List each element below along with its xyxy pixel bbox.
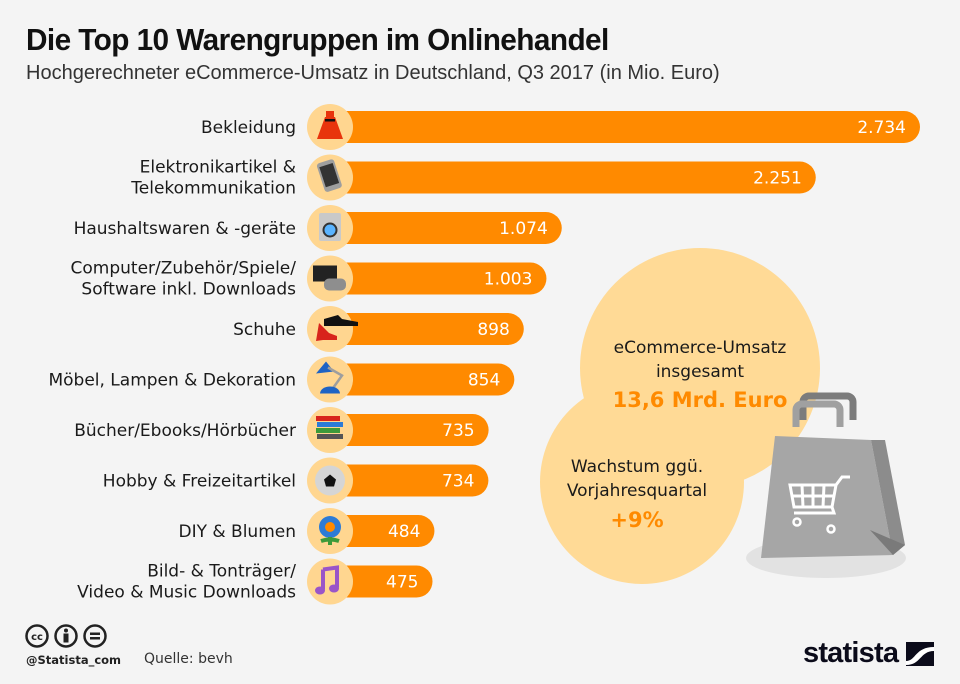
total-label-line-1: eCommerce-Umsatz bbox=[614, 338, 787, 358]
bar bbox=[330, 212, 562, 244]
bar-row: 854 Möbel, Lampen & Dekoration bbox=[48, 356, 515, 403]
computer-gamepad-icon bbox=[313, 265, 346, 291]
value-label: 484 bbox=[388, 522, 420, 542]
category-label: Hobby & Freizeitartikel bbox=[103, 472, 296, 492]
value-label: 2.251 bbox=[753, 169, 802, 189]
value-label: 1.003 bbox=[484, 270, 533, 290]
bar-row: 1.074 Haushaltswaren & -geräte bbox=[74, 205, 562, 251]
category-label: Bücher/Ebooks/Hörbücher bbox=[74, 421, 296, 441]
bar bbox=[330, 313, 524, 345]
bar-row: 484 DIY & Blumen bbox=[178, 508, 435, 554]
bars-layer: 2.734 Bekleidung 2.251 Elektronikartikel &T… bbox=[48, 104, 920, 605]
statista-logo-icon[interactable] bbox=[906, 642, 934, 666]
bar bbox=[330, 363, 515, 396]
bar-row: 734 Hobby & Freizeitartikel bbox=[103, 457, 489, 504]
cc-icon: cc bbox=[25, 624, 49, 648]
category-label: Telekommunikation bbox=[130, 179, 296, 199]
icon-circle bbox=[307, 558, 353, 605]
dress-icon bbox=[317, 111, 343, 139]
bar bbox=[330, 414, 489, 446]
bar bbox=[330, 515, 435, 547]
flower-icon bbox=[319, 516, 341, 545]
svg-text:cc: cc bbox=[31, 632, 43, 643]
music-note-icon bbox=[315, 565, 339, 595]
category-label: Haushaltswaren & -geräte bbox=[74, 219, 296, 239]
books-icon bbox=[316, 416, 343, 439]
license-icons: cc bbox=[25, 624, 107, 648]
washing-machine-icon bbox=[319, 213, 341, 241]
bar-row: 898 Schuhe bbox=[233, 306, 524, 352]
twitter-handle[interactable]: @Statista_com bbox=[26, 653, 122, 667]
category-label: Elektronikartikel & bbox=[140, 158, 296, 178]
shoes-icon bbox=[316, 315, 358, 341]
icon-circle bbox=[307, 356, 353, 403]
value-label: 735 bbox=[442, 421, 474, 441]
category-label: DIY & Blumen bbox=[178, 522, 296, 542]
callout-text: eCommerce-Umsatz insgesamt 13,6 Mrd. Eur… bbox=[567, 338, 788, 532]
category-label: Bekleidung bbox=[201, 118, 296, 138]
statista-logo-text[interactable]: statista bbox=[803, 637, 899, 669]
bar-row: 2.734 Bekleidung bbox=[201, 104, 920, 150]
chart-title: Die Top 10 Warengruppen im Onlinehandel bbox=[26, 22, 609, 57]
value-label: 475 bbox=[386, 573, 418, 593]
soccer-ball-icon bbox=[315, 465, 345, 496]
bar bbox=[330, 111, 920, 143]
bar bbox=[330, 262, 547, 295]
bar-row: 475 Bild- & Tonträger/Video & Music Downl… bbox=[77, 558, 433, 605]
category-label: Software inkl. Downloads bbox=[81, 280, 296, 300]
smartphone-icon bbox=[316, 159, 342, 192]
category-label: Bild- & Tonträger/ bbox=[147, 562, 296, 582]
nd-icon bbox=[83, 624, 107, 648]
category-label: Schuhe bbox=[233, 320, 296, 340]
growth-label-line-2: Vorjahresquartal bbox=[567, 481, 707, 501]
value-label: 898 bbox=[477, 320, 509, 340]
bar-row: 2.251 Elektronikartikel &Telekommunikatio… bbox=[130, 154, 816, 201]
value-label: 1.074 bbox=[499, 219, 548, 239]
value-label: 854 bbox=[468, 371, 500, 391]
growth-value: +9% bbox=[610, 508, 663, 532]
bar-row: 735 Bücher/Ebooks/Hörbücher bbox=[74, 407, 489, 453]
bar bbox=[330, 464, 489, 497]
total-value: 13,6 Mrd. Euro bbox=[613, 388, 788, 412]
desk-lamp-icon bbox=[316, 361, 344, 394]
chart-subtitle: Hochgerechneter eCommerce-Umsatz in Deut… bbox=[26, 62, 720, 84]
by-icon bbox=[54, 624, 78, 648]
value-label: 734 bbox=[442, 472, 474, 492]
icon-circle bbox=[307, 306, 353, 352]
category-label: Möbel, Lampen & Dekoration bbox=[48, 371, 296, 391]
growth-label-line-1: Wachstum ggü. bbox=[571, 457, 703, 477]
category-label: Video & Music Downloads bbox=[77, 583, 296, 603]
source-label: Quelle: bevh bbox=[144, 651, 233, 667]
growth-bubble bbox=[540, 380, 744, 584]
shopping-bag-cart-icon bbox=[746, 392, 906, 578]
value-label: 2.734 bbox=[857, 118, 906, 138]
bar bbox=[330, 161, 816, 194]
bar-row: 1.003 Computer/Zubehör/Spiele/Software in… bbox=[71, 255, 547, 302]
total-label-line-2: insgesamt bbox=[656, 362, 744, 382]
callout-group bbox=[540, 248, 820, 584]
bar bbox=[330, 565, 433, 598]
category-label: Computer/Zubehör/Spiele/ bbox=[71, 259, 297, 279]
